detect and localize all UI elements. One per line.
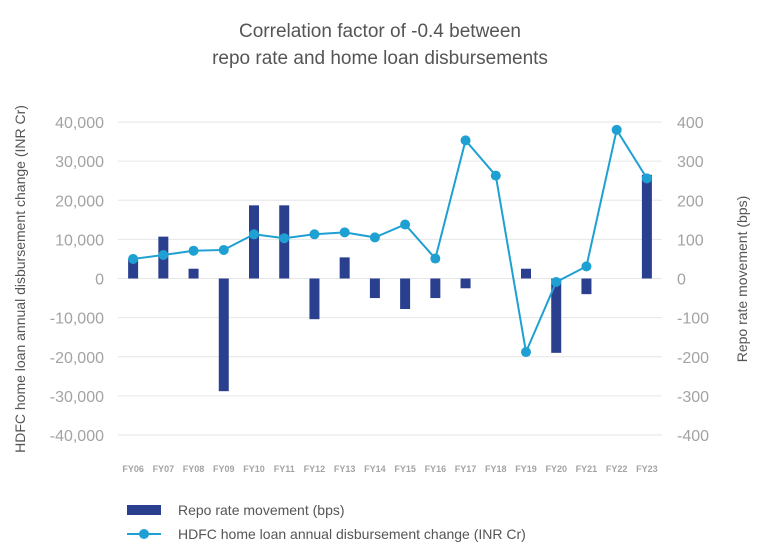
- left-axis-tick-label: 40,000: [55, 115, 104, 132]
- left-axis-tick-label: -40,000: [50, 428, 104, 445]
- disbursement-point: [128, 253, 139, 264]
- right-axis-ticks: 400 300 200 100 0 -100 -200 -300 -400: [677, 115, 709, 445]
- left-axis-tick-label: 10,000: [55, 232, 104, 249]
- right-axis-tick-label: -400: [677, 428, 709, 445]
- left-axis-ticks: 40,000 30,000 20,000 10,000 0 -10,000 -20,000 -…: [50, 115, 104, 445]
- x-axis-tick-label: FY15: [394, 464, 416, 474]
- legend-bar-swatch: [127, 505, 161, 515]
- left-axis-tick-label: -30,000: [50, 389, 104, 406]
- right-axis-label: Repo rate movement (bps): [734, 196, 750, 363]
- disbursement-line-series: [128, 124, 652, 358]
- x-axis-ticks: FY06 FY07 FY08 FY09 FY10 FY11 FY12 FY13 FY14 FY15…: [122, 464, 657, 474]
- repo-rate-bar: [460, 278, 471, 289]
- repo-rate-bar: [128, 258, 139, 279]
- repo-rate-bar: [521, 268, 531, 279]
- disbursement-point: [521, 347, 531, 358]
- x-axis-tick-label: FY14: [364, 464, 386, 474]
- left-axis-tick-label: -20,000: [50, 350, 104, 367]
- x-axis-tick-label: FY19: [515, 464, 537, 474]
- disbursement-point: [309, 229, 320, 240]
- repo-rate-bar: [309, 278, 320, 320]
- right-axis-tick-label: 200: [677, 193, 704, 210]
- repo-rate-bar: [218, 278, 229, 392]
- disbursement-point: [611, 124, 622, 135]
- x-axis-tick-label: FY09: [213, 464, 235, 474]
- chart-title: Correlation factor of -0.4 between repo …: [212, 21, 548, 69]
- repo-rate-bars: [128, 174, 652, 392]
- right-axis-tick-label: 300: [677, 154, 704, 171]
- x-axis-tick-label: FY16: [425, 464, 447, 474]
- disbursement-point: [490, 170, 501, 181]
- disbursement-point: [641, 173, 652, 184]
- x-axis-tick-label: FY18: [485, 464, 507, 474]
- disbursement-point: [369, 232, 380, 243]
- x-axis-tick-label: FY23: [636, 464, 658, 474]
- x-axis-tick-label: FY22: [606, 464, 628, 474]
- right-axis-tick-label: 400: [677, 115, 704, 132]
- x-axis-tick-label: FY17: [455, 464, 477, 474]
- left-axis-label: HDFC home loan annual disbursement chang…: [12, 105, 28, 453]
- disbursement-point: [400, 219, 411, 230]
- grid-lines: [118, 121, 662, 436]
- legend-line-marker: [139, 529, 149, 539]
- legend: Repo rate movement (bps) HDFC home loan …: [127, 502, 526, 542]
- disbursement-point: [218, 244, 229, 255]
- x-axis-tick-label: FY07: [153, 464, 175, 474]
- disbursement-point: [279, 233, 290, 244]
- x-axis-tick-label: FY20: [545, 464, 567, 474]
- repo-rate-bar: [249, 205, 259, 279]
- repo-rate-bar: [581, 278, 592, 295]
- disbursement-line: [132, 127, 648, 356]
- repo-rate-bar: [641, 174, 652, 279]
- left-axis-tick-label: -10,000: [50, 311, 104, 328]
- left-axis-tick-label: 0: [95, 272, 104, 289]
- x-axis-tick-label: FY08: [183, 464, 205, 474]
- disbursement-point: [460, 135, 471, 146]
- left-axis-tick-label: 20,000: [55, 193, 104, 210]
- legend-line-label: HDFC home loan annual disbursement chang…: [178, 526, 526, 542]
- disbursement-point: [339, 227, 350, 238]
- right-axis-tick-label: -200: [677, 350, 709, 367]
- x-axis-tick-label: FY13: [334, 464, 356, 474]
- right-axis-tick-label: -300: [677, 389, 709, 406]
- disbursement-point: [158, 250, 169, 261]
- disbursement-point: [188, 245, 199, 256]
- disbursement-point: [551, 277, 562, 288]
- repo-rate-bar: [369, 278, 380, 299]
- disbursement-point: [249, 229, 259, 240]
- repo-rate-bar: [188, 268, 199, 279]
- legend-bar-label: Repo rate movement (bps): [178, 502, 345, 518]
- repo-rate-bar: [551, 278, 562, 353]
- right-axis-tick-label: 100: [677, 232, 704, 249]
- x-axis-tick-label: FY11: [274, 464, 295, 474]
- right-axis-tick-label: 0: [677, 272, 686, 289]
- right-axis-tick-label: -100: [677, 311, 709, 328]
- disbursement-point: [430, 253, 441, 264]
- left-axis-tick-label: 30,000: [55, 154, 104, 171]
- chart-title-line-2: repo rate and home loan disbursements: [212, 48, 548, 69]
- repo-rate-bar: [400, 278, 411, 310]
- x-axis-tick-label: FY10: [243, 464, 265, 474]
- x-axis-tick-label: FY12: [304, 464, 326, 474]
- x-axis-tick-label: FY21: [576, 464, 598, 474]
- repo-rate-bar: [430, 278, 441, 299]
- chart-title-line-1: Correlation factor of -0.4 between: [239, 21, 521, 42]
- x-axis-tick-label: FY06: [122, 464, 144, 474]
- disbursement-point: [581, 261, 592, 272]
- repo-rate-bar: [339, 257, 350, 279]
